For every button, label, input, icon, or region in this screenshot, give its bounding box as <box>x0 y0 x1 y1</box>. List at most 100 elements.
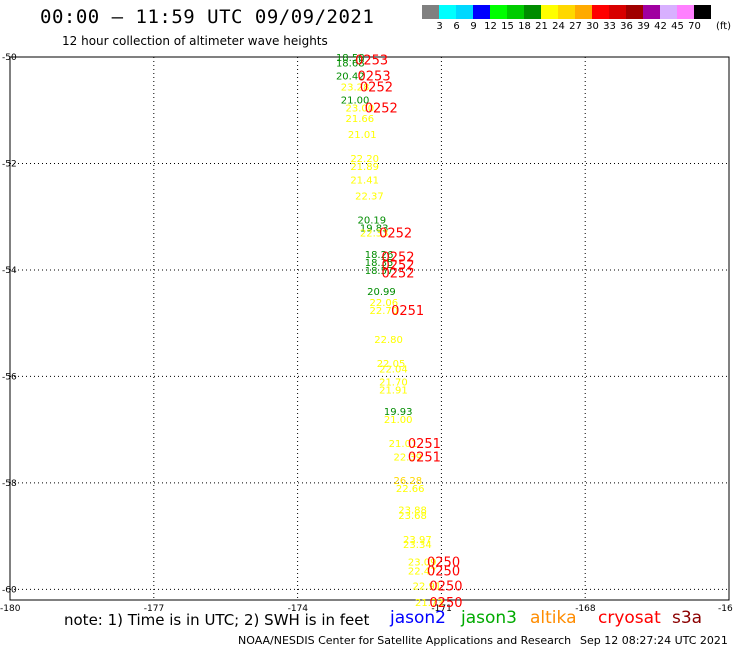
pass-time-label: 0253 <box>358 70 391 85</box>
legend-label: 42 <box>654 21 667 32</box>
wave-height-value: 21.73 <box>415 598 444 609</box>
wave-height-value: 21.00 <box>341 96 370 107</box>
wave-height-value: 19.93 <box>384 407 413 418</box>
lon-tick-label: -177 <box>144 604 164 614</box>
wave-height-value: 21.01 <box>348 130 377 141</box>
page-title: 00:00 – 11:59 UTC 09/09/2021 <box>40 6 375 28</box>
legend-label: 6 <box>453 21 460 32</box>
wave-height-value: 26.28 <box>393 476 422 487</box>
wave-height-value: 21.70 <box>379 378 408 389</box>
legend-label: 3 <box>436 21 443 32</box>
wave-height-value: 18.58 <box>336 53 365 64</box>
legend-swatch <box>456 5 473 19</box>
wave-height-value: 23.28 <box>341 82 370 93</box>
wave-height-value: 21.91 <box>379 386 408 397</box>
wave-height-value: 20.99 <box>367 287 396 298</box>
wave-height-value: 23.97 <box>403 535 432 546</box>
pass-time-label: 0252 <box>381 267 414 282</box>
wave-height-value: 22.37 <box>355 191 384 202</box>
wave-height-value: 22.47 <box>408 567 437 578</box>
footer-note: note: 1) Time is in UTC; 2) SWH is in fe… <box>64 611 370 629</box>
legend-s3a: s3a <box>672 608 703 628</box>
pass-time-label: 0250 <box>429 596 462 611</box>
lat-tick-label: -50 <box>2 53 17 63</box>
lat-tick-label: -54 <box>2 266 17 276</box>
wave-height-value: 22.33 <box>360 229 389 240</box>
wave-height-value: 22.04 <box>379 364 408 375</box>
page-subtitle: 12 hour collection of altimeter wave hei… <box>62 34 328 48</box>
wave-height-value: 20.42 <box>336 72 365 83</box>
pass-time-label: 0253 <box>355 54 388 69</box>
legend-swatch <box>524 5 541 19</box>
legend-swatch <box>541 5 558 19</box>
wave-height-value: 22.66 <box>396 484 425 495</box>
legend-swatch <box>643 5 660 19</box>
legend-label: 9 <box>470 21 477 32</box>
legend-label: 21 <box>535 21 548 32</box>
lat-tick-label: -60 <box>2 585 17 595</box>
legend-swatch <box>439 5 456 19</box>
legend-swatch <box>422 5 439 19</box>
pass-time-label: 0251 <box>408 450 441 465</box>
wave-height-value: 23.88 <box>398 506 427 517</box>
legend-swatch <box>507 5 524 19</box>
wave-height-value: 18.35 <box>365 258 394 269</box>
wave-height-value: 23.34 <box>403 540 432 551</box>
legend-swatch <box>609 5 626 19</box>
pass-time-label: 0252 <box>381 251 414 266</box>
wave-height-value: 22.70 <box>370 306 399 317</box>
legend-altika: altika <box>530 608 577 628</box>
wave-height-value: 22.80 <box>374 335 403 346</box>
lat-tick-label: -52 <box>2 159 17 169</box>
legend-label: 15 <box>501 21 514 32</box>
wave-height-value: 22.91 <box>413 582 442 593</box>
legend-label: 33 <box>603 21 616 32</box>
legend-swatch <box>694 5 711 19</box>
wave-height-value: 19.83 <box>360 223 389 234</box>
pass-time-label: 0251 <box>408 437 441 452</box>
lon-tick-label: -174 <box>288 604 309 614</box>
color-legend-labels: 3 6 9 12 15 18 21 24 27 30 33 36 39 42 45 70 <box>422 21 740 33</box>
pass-time-label: 0250 <box>427 565 460 580</box>
pass-time-label: 0252 <box>360 80 393 95</box>
footer-credit: NOAA/NESDIS Center for Satellite Applica… <box>238 634 572 647</box>
wave-height-value: 21.41 <box>350 175 379 186</box>
pass-time-label: 0250 <box>429 580 462 595</box>
pass-time-label: 0251 <box>391 304 424 319</box>
legend-cryosat: cryosat <box>598 608 661 628</box>
wave-height-value: 23.09 <box>408 558 437 569</box>
wave-height-value: 18.26 <box>365 250 394 261</box>
legend-swatch <box>677 5 694 19</box>
wave-height-value: 22.06 <box>370 298 399 309</box>
legend-swatch <box>660 5 677 19</box>
footer-timestamp: Sep 12 08:27:24 UTC 2021 <box>580 634 728 647</box>
legend-jason2: jason2 <box>390 608 446 628</box>
wave-height-value: 21.89 <box>350 162 379 173</box>
legend-unit: (ft) <box>716 21 732 32</box>
pass-time-label: 0250 <box>427 556 460 571</box>
wave-height-value: 21.01 <box>389 439 418 450</box>
legend-swatch <box>575 5 592 19</box>
wave-height-value: 22.20 <box>350 154 379 165</box>
legend-swatch <box>626 5 643 19</box>
map-frame <box>9 56 730 601</box>
legend-label: 24 <box>552 21 565 32</box>
wave-height-value: 23.00 <box>346 104 375 115</box>
legend-swatch <box>473 5 490 19</box>
lon-tick-label: -180 <box>0 604 21 614</box>
legend-jason3: jason3 <box>461 608 517 628</box>
legend-swatch <box>592 5 609 19</box>
lon-tick-label: -171 <box>431 604 451 614</box>
wave-height-value: 18.57 <box>365 266 394 277</box>
legend-label: 30 <box>586 21 599 32</box>
wave-height-value: 21.00 <box>384 415 413 426</box>
lon-tick-label: -16 <box>718 604 733 614</box>
wave-height-value: 22.39 <box>393 452 422 463</box>
legend-label: 39 <box>637 21 650 32</box>
legend-label: 18 <box>518 21 531 32</box>
legend-label: 36 <box>620 21 633 32</box>
pass-time-label: 0252 <box>381 259 414 274</box>
legend-swatch <box>558 5 575 19</box>
wave-height-value: 18.68 <box>336 58 365 69</box>
lat-tick-label: -58 <box>2 479 17 489</box>
